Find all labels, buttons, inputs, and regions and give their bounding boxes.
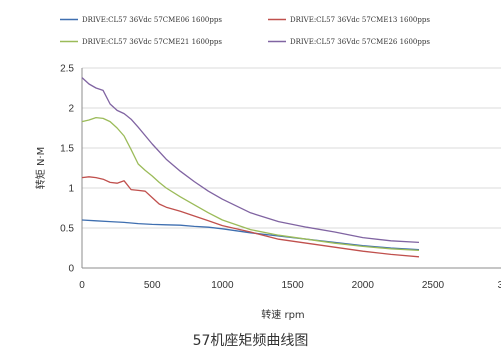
series-line-3 [81,116,420,252]
x-tick-label: 2500 [422,280,445,291]
y-tick-label: 0.5 [60,224,74,235]
figure-caption: 57机座矩频曲线图 [192,333,309,349]
legend-item: DRIVE:CL57 36Vdc 57CME21 1600pps [60,38,222,46]
legend-label: DRIVE:CL57 36Vdc 57CME06 1600pps [82,16,222,24]
legend-label: DRIVE:CL57 36Vdc 57CME26 1600pps [290,38,430,46]
x-tick-label: 1000 [211,280,234,291]
x-tick-label: 30 [498,280,501,291]
legend-label: DRIVE:CL57 36Vdc 57CME21 1600pps [82,38,222,46]
y-tick-label: 2 [68,104,74,115]
legend-label: DRIVE:CL57 36Vdc 57CME13 1600pps [290,16,430,24]
legend-item: DRIVE:CL57 36Vdc 57CME06 1600pps [60,16,222,24]
y-tick-label: 1 [68,184,74,195]
axes [81,68,501,269]
x-tick-label: 500 [144,280,161,291]
x-tick-label: 0 [79,280,85,291]
y-tick-label: 1.5 [60,144,74,155]
grid [82,67,501,229]
y-tick-label: 0 [68,264,74,275]
x-tick-label: 2000 [352,280,375,291]
series-line-1 [81,219,420,251]
legend-item: DRIVE:CL57 36Vdc 57CME26 1600pps [268,38,430,46]
series-lines [81,77,420,258]
legend: DRIVE:CL57 36Vdc 57CME06 1600pps DRIVE:CL… [60,16,430,46]
series-line-4 [81,77,420,244]
legend-item: DRIVE:CL57 36Vdc 57CME13 1600pps [268,16,430,24]
y-axis-label: 转矩 N·M [34,147,47,189]
tick-labels: 0 0.5 1 1.5 2 2.5 0 500 1000 1500 2000 2500 30 [60,64,501,292]
series-line-2 [81,176,420,258]
y-tick-label: 2.5 [60,64,74,75]
x-axis-label: 转速 rpm [261,308,304,321]
x-tick-label: 1500 [281,280,304,291]
